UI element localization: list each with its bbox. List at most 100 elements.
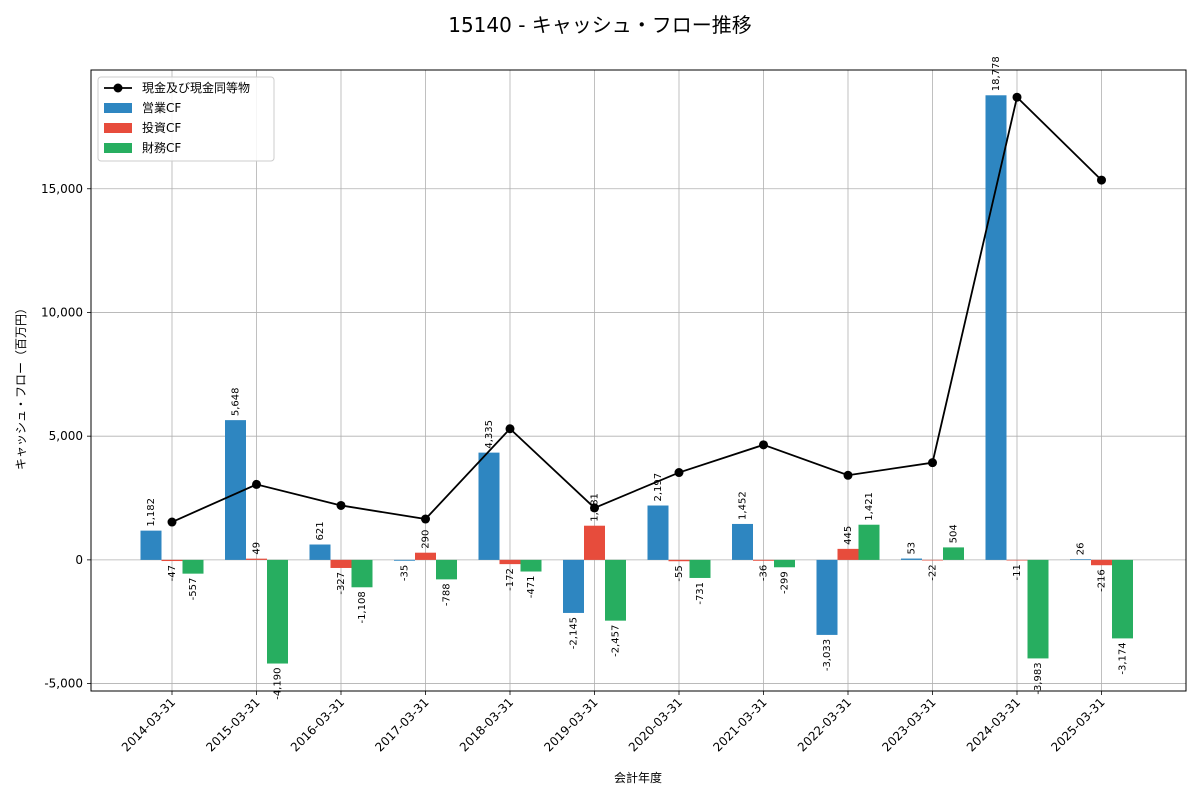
cash-point bbox=[590, 503, 599, 513]
bar-投資CF bbox=[415, 552, 436, 560]
x-tick-label: 2024-03-31 bbox=[964, 695, 1023, 754]
data-label: 53 bbox=[907, 542, 918, 555]
bar-投資CF bbox=[922, 559, 943, 561]
data-label: 504 bbox=[949, 524, 960, 543]
data-label: -731 bbox=[695, 582, 706, 605]
bar-財務CF bbox=[605, 559, 626, 621]
bar-投資CF bbox=[753, 559, 774, 561]
legend-label: 営業CF bbox=[142, 101, 181, 115]
data-label: 2,197 bbox=[653, 473, 664, 502]
bar-営業CF bbox=[647, 505, 669, 560]
data-label: -471 bbox=[526, 576, 537, 599]
chart-title: 15140 - キャッシュ・フロー推移 bbox=[448, 13, 752, 37]
x-tick-label: 2022-03-31 bbox=[795, 695, 854, 754]
data-label: 290 bbox=[421, 530, 432, 549]
bar-財務CF bbox=[182, 559, 204, 574]
y-axis-label: キャッシュ・フロー（百万円） bbox=[14, 302, 28, 470]
data-label: -36 bbox=[759, 565, 770, 581]
y-tick-label: 5,000 bbox=[49, 429, 83, 443]
data-label: -4,190 bbox=[273, 668, 284, 700]
grid-lines bbox=[91, 70, 1186, 691]
data-label: -172 bbox=[505, 568, 516, 591]
data-label: -47 bbox=[167, 565, 178, 581]
data-label: 1,452 bbox=[738, 491, 749, 520]
data-label: -3,174 bbox=[1118, 642, 1129, 674]
bar-投資CF bbox=[584, 525, 605, 560]
bar-営業CF bbox=[985, 95, 1007, 560]
x-tick-label: 2016-03-31 bbox=[288, 695, 347, 754]
data-label: 18,778 bbox=[991, 56, 1002, 91]
bars-layer bbox=[140, 95, 1133, 664]
cash-point bbox=[759, 440, 768, 450]
data-label: -299 bbox=[780, 571, 791, 594]
cash-point bbox=[505, 424, 515, 434]
x-tick-label: 2014-03-31 bbox=[119, 695, 178, 754]
bar-投資CF bbox=[161, 559, 183, 562]
bar-財務CF bbox=[436, 559, 457, 580]
x-axis-label: 会計年度 bbox=[614, 770, 662, 785]
cash-line-layer bbox=[167, 92, 1106, 527]
x-tick-label: 2018-03-31 bbox=[457, 695, 516, 754]
bar-投資CF bbox=[1091, 559, 1112, 566]
bar-営業CF bbox=[394, 559, 415, 561]
x-tick-label: 2019-03-31 bbox=[541, 695, 600, 754]
bar-営業CF bbox=[140, 530, 162, 560]
x-tick-label: 2023-03-31 bbox=[879, 695, 938, 754]
bar-財務CF bbox=[1027, 559, 1049, 659]
data-label: -2,145 bbox=[569, 617, 580, 649]
bar-営業CF bbox=[225, 420, 246, 560]
x-tick-label: 2015-03-31 bbox=[203, 695, 262, 754]
data-label: -11 bbox=[1012, 564, 1023, 580]
bar-財務CF bbox=[1112, 559, 1133, 639]
x-tick-label: 2020-03-31 bbox=[626, 695, 685, 754]
data-label: 1,182 bbox=[146, 498, 157, 527]
data-label: -216 bbox=[1097, 569, 1108, 592]
legend-marker bbox=[113, 83, 123, 93]
legend-label: 財務CF bbox=[142, 140, 181, 155]
bar-営業CF bbox=[816, 559, 838, 635]
cash-point bbox=[843, 470, 853, 480]
bar-財務CF bbox=[774, 559, 795, 568]
data-label: 26 bbox=[1076, 542, 1087, 555]
data-label: 5,648 bbox=[231, 387, 242, 416]
data-label: 445 bbox=[843, 526, 854, 545]
bar-投資CF bbox=[330, 559, 352, 568]
bar-営業CF bbox=[1070, 559, 1091, 560]
bar-財務CF bbox=[689, 559, 711, 578]
data-label: -3,983 bbox=[1033, 662, 1044, 694]
cash-point bbox=[1012, 92, 1022, 102]
cash-point bbox=[252, 479, 261, 489]
cash-point bbox=[421, 514, 430, 524]
data-label: 49 bbox=[252, 542, 263, 555]
x-tick-label: 2017-03-31 bbox=[372, 695, 431, 754]
bar-営業CF bbox=[732, 523, 753, 560]
cash-point bbox=[167, 517, 177, 527]
data-label: -557 bbox=[188, 578, 199, 601]
bar-投資CF bbox=[1006, 559, 1028, 561]
data-label: 621 bbox=[315, 521, 326, 540]
data-label: -55 bbox=[674, 565, 685, 581]
y-tick-label: 0 bbox=[75, 553, 83, 567]
bar-財務CF bbox=[858, 524, 880, 560]
bar-営業CF bbox=[901, 558, 922, 560]
data-label: -2,457 bbox=[611, 625, 622, 657]
plot-frame bbox=[90, 69, 1187, 692]
data-label: -3,033 bbox=[822, 639, 833, 671]
y-tick-label: -5,000 bbox=[44, 677, 83, 691]
data-label: 1,381 bbox=[590, 493, 601, 522]
y-tick-label: 15,000 bbox=[41, 182, 83, 196]
legend-swatch bbox=[104, 143, 132, 153]
bar-投資CF bbox=[668, 559, 690, 562]
bar-投資CF bbox=[246, 558, 267, 560]
cash-point bbox=[336, 500, 346, 510]
data-label: 4,335 bbox=[484, 420, 495, 449]
bar-財務CF bbox=[351, 559, 373, 588]
cash-point bbox=[1097, 175, 1106, 185]
bar-財務CF bbox=[943, 547, 964, 560]
data-label: -327 bbox=[336, 572, 347, 595]
data-label: 1,421 bbox=[864, 492, 875, 521]
bar-投資CF bbox=[837, 548, 859, 560]
